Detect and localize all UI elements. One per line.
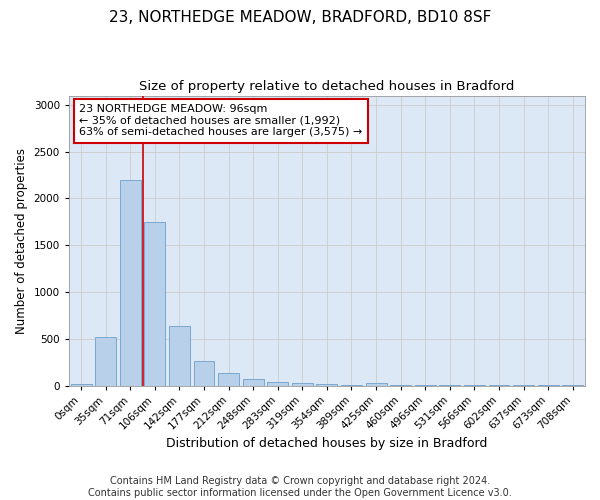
Text: 23 NORTHEDGE MEADOW: 96sqm
← 35% of detached houses are smaller (1,992)
63% of s: 23 NORTHEDGE MEADOW: 96sqm ← 35% of deta…: [79, 104, 362, 138]
Bar: [145, 222, 166, 386]
X-axis label: Distribution of detached houses by size in Bradford: Distribution of detached houses by size …: [166, 437, 488, 450]
Bar: [268, 382, 288, 386]
Bar: [120, 180, 141, 386]
Bar: [95, 337, 116, 386]
Bar: [365, 383, 386, 386]
Bar: [292, 383, 313, 386]
Bar: [194, 361, 214, 386]
Text: Contains HM Land Registry data © Crown copyright and database right 2024.
Contai: Contains HM Land Registry data © Crown c…: [88, 476, 512, 498]
Bar: [218, 374, 239, 386]
Bar: [243, 378, 263, 386]
Bar: [316, 384, 337, 386]
Bar: [169, 326, 190, 386]
Title: Size of property relative to detached houses in Bradford: Size of property relative to detached ho…: [139, 80, 515, 93]
Text: 23, NORTHEDGE MEADOW, BRADFORD, BD10 8SF: 23, NORTHEDGE MEADOW, BRADFORD, BD10 8SF: [109, 10, 491, 25]
Y-axis label: Number of detached properties: Number of detached properties: [15, 148, 28, 334]
Bar: [71, 384, 92, 386]
